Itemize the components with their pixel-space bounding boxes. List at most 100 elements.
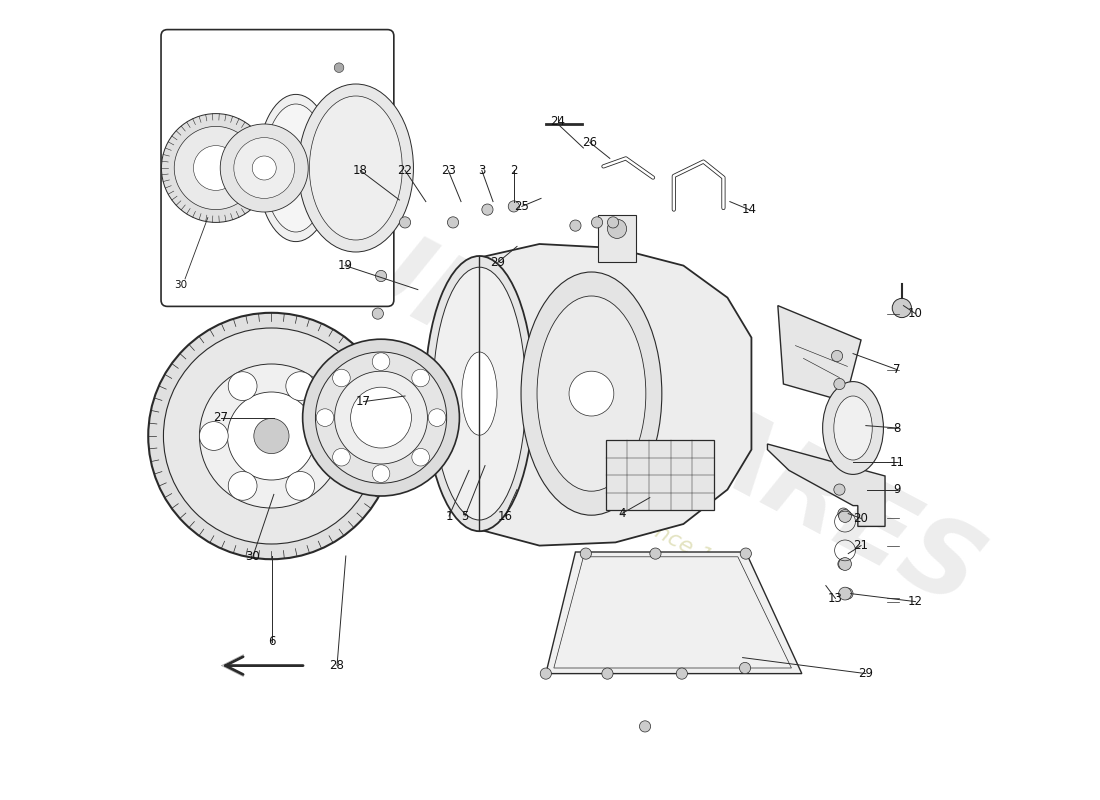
- Circle shape: [602, 668, 613, 679]
- Text: 12: 12: [908, 595, 923, 608]
- Circle shape: [838, 510, 851, 522]
- Circle shape: [162, 114, 271, 222]
- Text: 13: 13: [828, 592, 843, 605]
- Circle shape: [148, 313, 395, 559]
- Circle shape: [372, 465, 389, 482]
- Circle shape: [372, 308, 384, 319]
- Text: 3: 3: [478, 164, 485, 177]
- Circle shape: [286, 372, 315, 401]
- Ellipse shape: [834, 396, 872, 460]
- Text: 22: 22: [397, 164, 412, 177]
- Circle shape: [838, 558, 851, 570]
- Text: 25: 25: [515, 200, 529, 213]
- Circle shape: [739, 662, 750, 674]
- Circle shape: [580, 548, 592, 559]
- Text: 26: 26: [582, 136, 597, 149]
- Ellipse shape: [462, 352, 497, 435]
- Circle shape: [332, 370, 350, 387]
- Text: 11: 11: [890, 456, 904, 469]
- Text: 17: 17: [356, 395, 371, 408]
- Text: 19: 19: [338, 259, 352, 272]
- Circle shape: [334, 63, 344, 73]
- Ellipse shape: [257, 94, 334, 242]
- Circle shape: [570, 220, 581, 231]
- Text: 10: 10: [908, 307, 923, 320]
- Ellipse shape: [537, 296, 646, 491]
- Bar: [597, 215, 636, 262]
- Circle shape: [411, 370, 429, 387]
- Circle shape: [838, 558, 849, 570]
- Circle shape: [372, 353, 389, 370]
- Circle shape: [650, 548, 661, 559]
- Text: 16: 16: [497, 510, 513, 522]
- Text: 8: 8: [893, 422, 901, 434]
- Text: 20: 20: [854, 512, 869, 525]
- Circle shape: [316, 409, 333, 426]
- Text: 29: 29: [858, 667, 873, 680]
- Ellipse shape: [298, 84, 414, 252]
- Circle shape: [834, 378, 845, 390]
- Circle shape: [607, 217, 618, 228]
- Circle shape: [228, 372, 257, 401]
- Circle shape: [639, 721, 650, 732]
- Polygon shape: [480, 244, 751, 546]
- Circle shape: [194, 146, 239, 190]
- Ellipse shape: [309, 96, 403, 240]
- Circle shape: [676, 668, 688, 679]
- Circle shape: [892, 298, 912, 318]
- Text: 29: 29: [491, 256, 505, 269]
- Text: 30: 30: [245, 550, 261, 562]
- Circle shape: [199, 364, 343, 508]
- Text: 27: 27: [213, 411, 229, 424]
- Circle shape: [592, 217, 603, 228]
- Bar: [606, 440, 714, 510]
- Polygon shape: [778, 306, 861, 402]
- Circle shape: [228, 392, 316, 480]
- Circle shape: [234, 138, 295, 198]
- Circle shape: [334, 371, 428, 464]
- Text: 7: 7: [893, 363, 901, 376]
- Circle shape: [740, 548, 751, 559]
- Polygon shape: [768, 444, 886, 526]
- Text: 9: 9: [893, 483, 901, 496]
- Text: 2: 2: [510, 164, 518, 177]
- Ellipse shape: [521, 272, 662, 515]
- Ellipse shape: [425, 256, 534, 531]
- Circle shape: [838, 587, 851, 600]
- Polygon shape: [546, 552, 802, 674]
- Text: 28: 28: [330, 659, 344, 672]
- Circle shape: [316, 352, 447, 483]
- Circle shape: [351, 387, 411, 448]
- Circle shape: [302, 339, 460, 496]
- Circle shape: [228, 471, 257, 500]
- Text: 23: 23: [441, 164, 455, 177]
- FancyBboxPatch shape: [161, 30, 394, 306]
- Circle shape: [315, 422, 343, 450]
- Text: 30: 30: [174, 281, 187, 290]
- Circle shape: [332, 448, 350, 466]
- Ellipse shape: [264, 104, 328, 232]
- Circle shape: [832, 350, 843, 362]
- Ellipse shape: [433, 267, 526, 520]
- Circle shape: [174, 126, 257, 210]
- Text: 14: 14: [741, 203, 757, 216]
- Circle shape: [607, 219, 627, 238]
- Circle shape: [286, 471, 315, 500]
- Circle shape: [252, 156, 276, 180]
- Circle shape: [448, 217, 459, 228]
- Text: EUROSPARES: EUROSPARES: [257, 171, 998, 629]
- Circle shape: [508, 201, 519, 212]
- Circle shape: [254, 418, 289, 454]
- Text: 24: 24: [550, 115, 565, 128]
- Circle shape: [838, 508, 849, 519]
- Circle shape: [164, 328, 380, 544]
- Circle shape: [199, 422, 228, 450]
- Text: 4: 4: [618, 507, 626, 520]
- Circle shape: [569, 371, 614, 416]
- Circle shape: [428, 409, 446, 426]
- Text: 18: 18: [353, 164, 367, 177]
- Circle shape: [482, 204, 493, 215]
- Circle shape: [399, 217, 410, 228]
- Text: 1: 1: [446, 510, 453, 522]
- Circle shape: [220, 124, 308, 212]
